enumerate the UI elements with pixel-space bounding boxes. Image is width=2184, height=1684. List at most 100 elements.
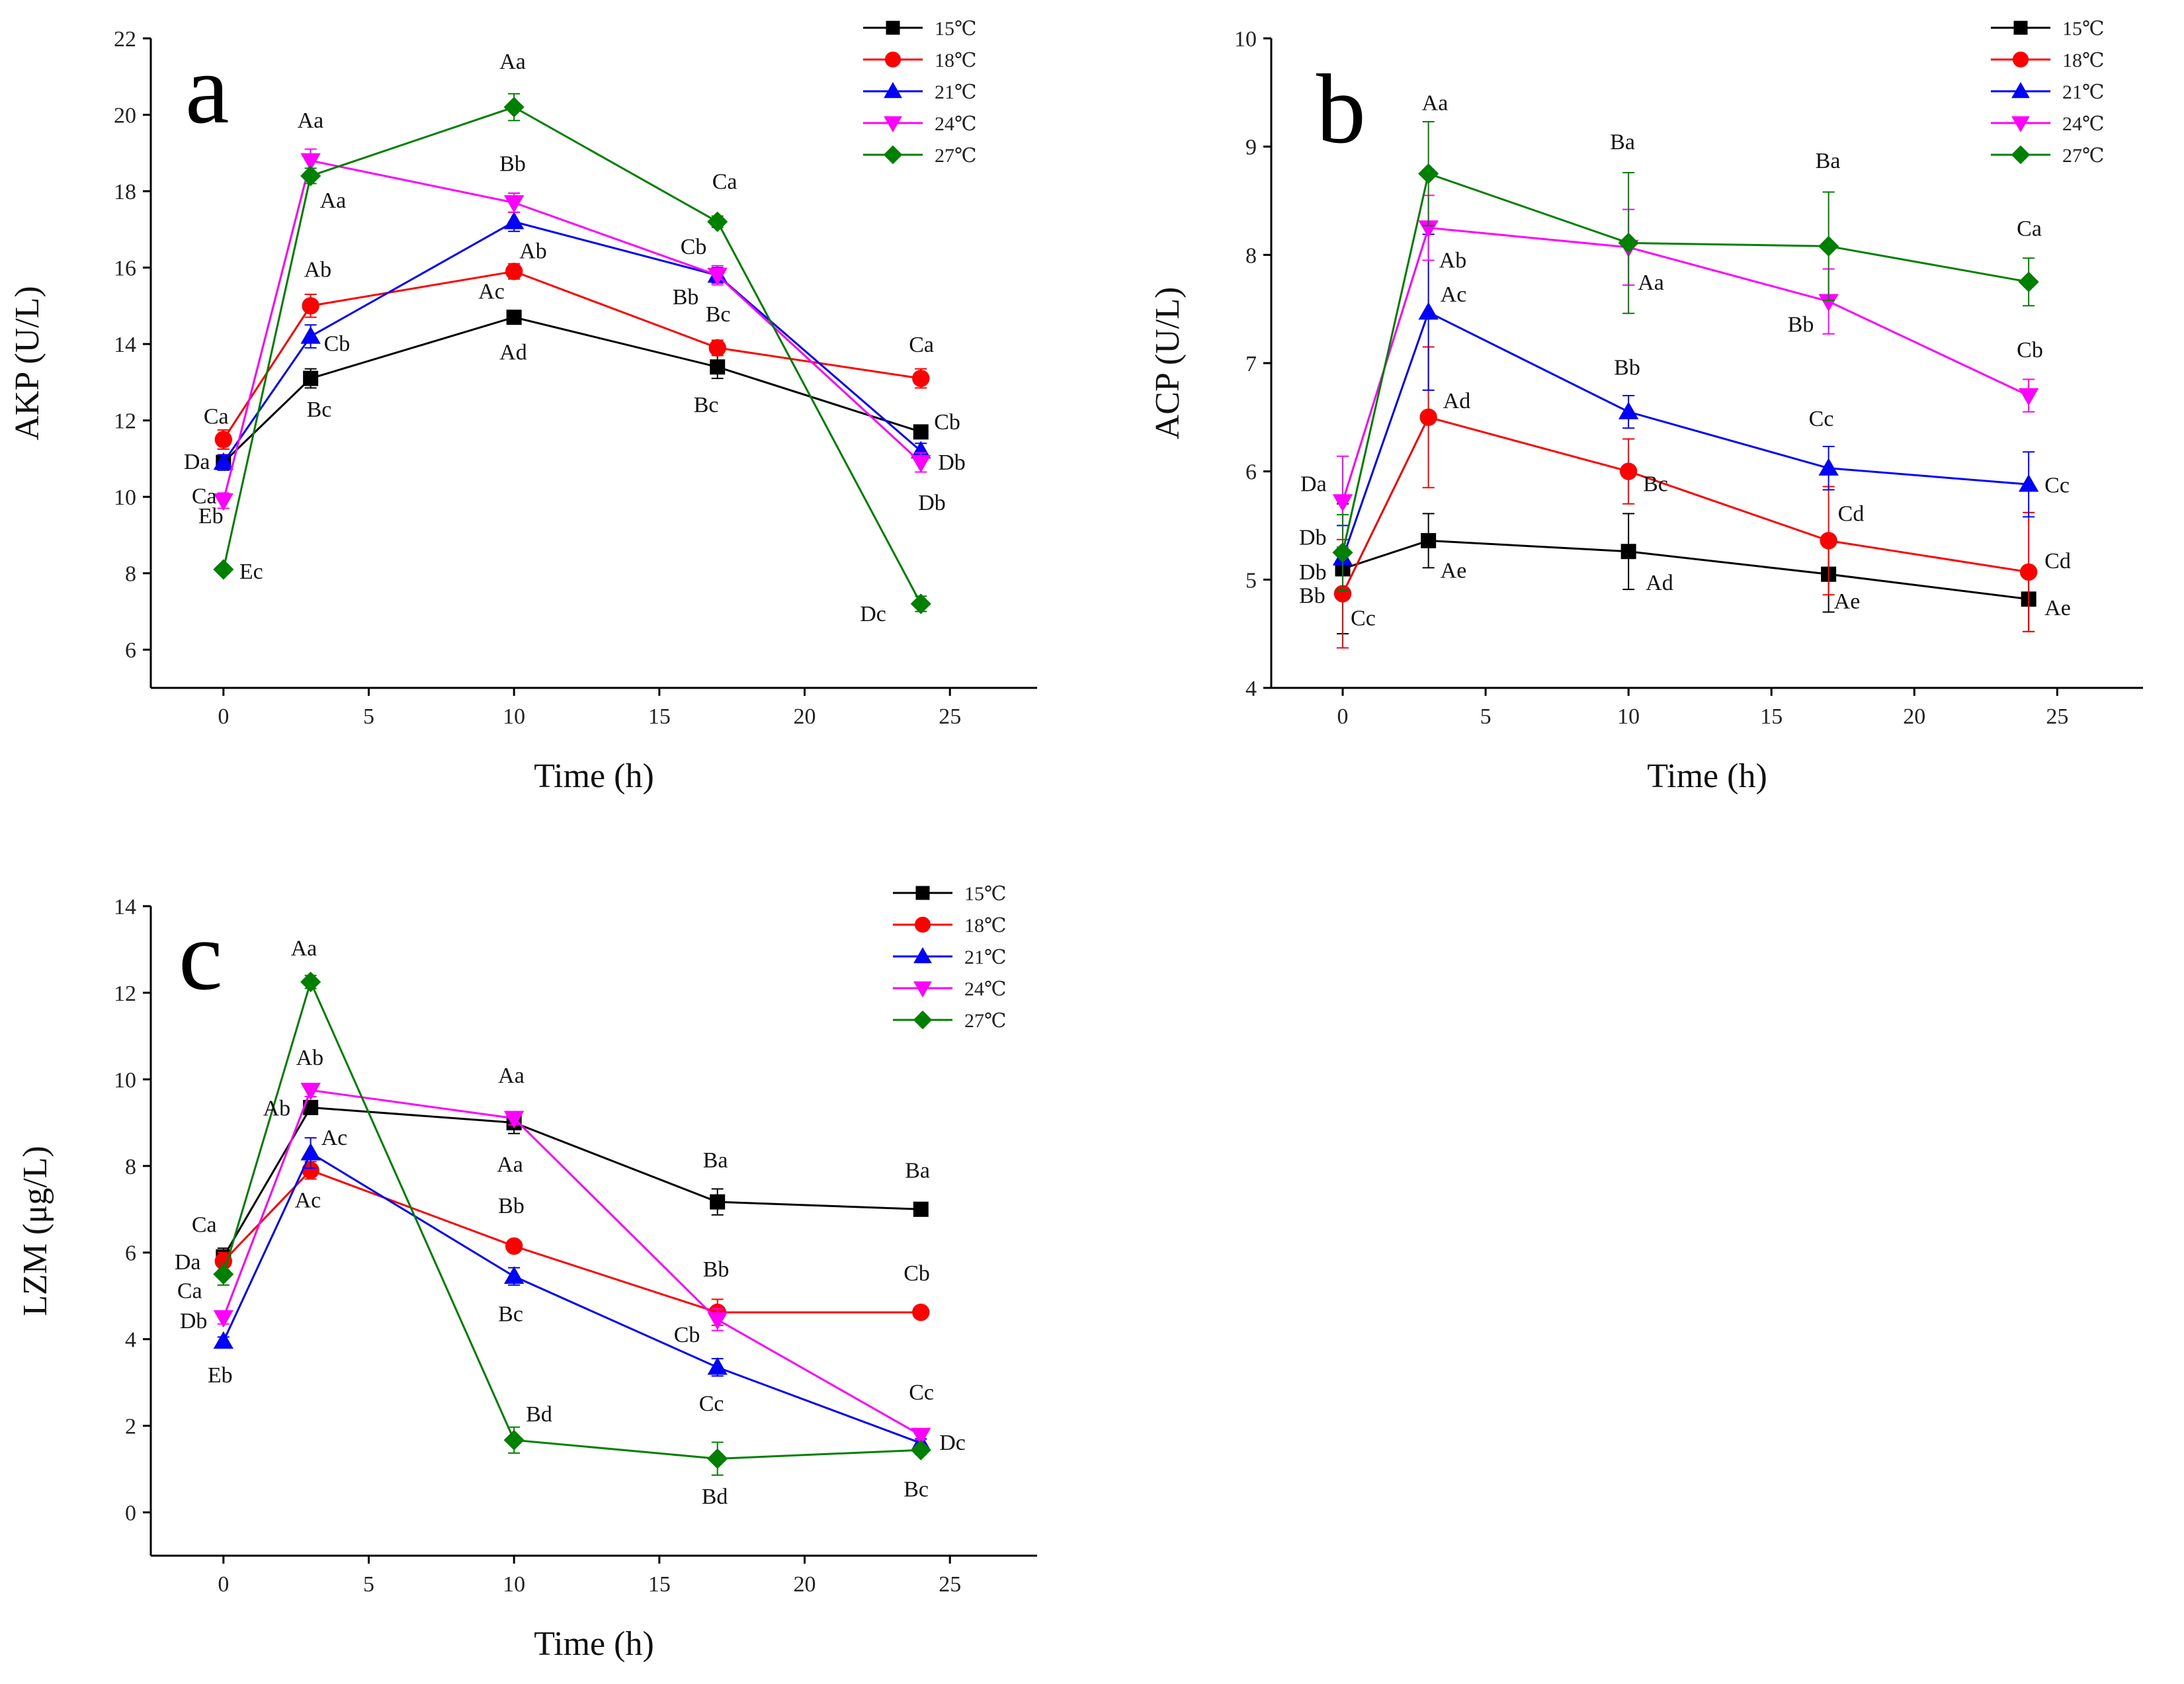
c-data-point: [913, 1201, 929, 1217]
b-data-point: [1620, 462, 1638, 480]
b-data-point: [1618, 401, 1639, 419]
a-x-tick-label: 20: [794, 704, 816, 729]
a-significance-label: Ca: [192, 484, 217, 509]
a-y-tick-label: 22: [114, 27, 136, 52]
c-x-tick-label: 5: [363, 1572, 374, 1597]
c-y-tick-label: 12: [114, 982, 136, 1006]
c-significance-label: Ca: [177, 1279, 202, 1303]
a-legend-label: 24℃: [935, 113, 977, 135]
c-data-point: [707, 1357, 728, 1375]
a-legend-label: 15℃: [935, 18, 977, 40]
c-x-tick-label: 20: [794, 1572, 816, 1597]
b-significance-label: Db: [1299, 560, 1327, 585]
c-significance-label: Bd: [526, 1402, 552, 1427]
b-x-tick-label: 10: [1617, 704, 1640, 729]
a-significance-label: Cb: [681, 235, 707, 259]
b-y-tick-label: 9: [1245, 136, 1257, 160]
c-x-tick-label: 10: [503, 1572, 525, 1597]
b-significance-label: Cc: [1351, 607, 1376, 631]
b-significance-label: Ba: [1816, 149, 1841, 173]
c-data-point: [504, 1266, 525, 1284]
a-data-point: [911, 454, 931, 473]
c-legend: 15℃ 18℃ 21℃ 24℃ 27℃: [893, 883, 1007, 1032]
a-data-point: [300, 165, 321, 187]
b-significance-label: Ac: [1441, 282, 1467, 307]
b-data-point: [1421, 532, 1437, 548]
a-significance-label: Bc: [694, 393, 719, 417]
c-significance-label: Bb: [498, 1194, 525, 1218]
b-x-tick-label: 5: [1480, 704, 1491, 729]
a-significance-label: Aa: [499, 50, 526, 74]
a-series-3: [213, 148, 931, 511]
panel-b-acp-chart: 4 5 6 7 8 9 10 0 5 10 15 20 25 Time (h) ACP (U/L) b Da Db…: [1149, 18, 2143, 795]
c-significance-label: Cb: [674, 1323, 700, 1347]
a-data-point: [300, 326, 321, 344]
a-x-tick-label: 5: [363, 704, 374, 729]
b-data-point: [2018, 474, 2039, 492]
a-significance-label: Bc: [706, 302, 731, 327]
a-data-point: [912, 369, 930, 388]
c-significance-label: Da: [175, 1250, 201, 1275]
b-significance-label: Cc: [1809, 407, 1834, 431]
b-significance-label: Ab: [1439, 248, 1467, 273]
c-significance-label: Aa: [291, 937, 317, 961]
c-legend-marker: [915, 917, 931, 933]
c-y-tick-label: 2: [125, 1415, 136, 1439]
b-data-point: [1618, 232, 1639, 253]
c-data-point: [504, 1111, 525, 1129]
c-data-point: [710, 1194, 726, 1210]
b-significance-label: Bb: [1299, 584, 1325, 609]
b-data-point: [2019, 563, 2038, 581]
b-y-tick-label: 6: [1245, 460, 1257, 485]
b-significance-label: Ae: [2044, 596, 2071, 620]
b-x-tick-label: 15: [1760, 704, 1783, 729]
c-legend-marker: [915, 886, 930, 900]
a-x-tick-label: 0: [218, 704, 229, 729]
c-x-tick-label: 25: [939, 1572, 961, 1597]
c-data-point: [213, 1263, 234, 1285]
c-significance-label: Bc: [498, 1302, 523, 1327]
c-series-4: [213, 972, 931, 1476]
b-data-point: [1418, 163, 1439, 185]
b-x-tick-label: 20: [1903, 704, 1925, 729]
a-data-point: [910, 593, 931, 614]
c-y-axis-title: LZM (μg/L): [17, 1146, 54, 1316]
b-significance-label: Ae: [1441, 558, 1467, 583]
c-significance-label: Bd: [702, 1484, 728, 1509]
c-data-point: [707, 1312, 728, 1330]
b-significance-label: Ba: [1610, 130, 1635, 154]
a-x-tick-label: 15: [648, 704, 671, 729]
a-y-tick-label: 8: [125, 562, 136, 587]
b-data-point: [1419, 408, 1437, 426]
c-significance-label: Ab: [263, 1096, 291, 1120]
b-legend-marker: [2011, 145, 2031, 165]
b-y-tick-label: 4: [1245, 677, 1257, 701]
b-significance-label: Ae: [1834, 589, 1861, 614]
c-significance-label: Dc: [939, 1431, 966, 1455]
c-significance-label: Eb: [208, 1363, 233, 1388]
a-significance-label: Ca: [909, 333, 934, 357]
a-legend-marker: [885, 52, 901, 67]
c-data-point: [910, 1439, 931, 1460]
a-significance-label: Da: [184, 450, 210, 474]
a-significance-label: Ca: [712, 169, 737, 194]
a-data-point: [303, 370, 319, 386]
c-significance-label: Ba: [703, 1148, 728, 1173]
b-data-point: [1620, 544, 1636, 560]
b-data-point: [1818, 458, 1839, 476]
c-legend-marker: [913, 981, 932, 998]
b-x-axis-title: Time (h): [1647, 757, 1767, 795]
b-significance-label: Aa: [1638, 271, 1664, 295]
b-significance-label: Bb: [1788, 313, 1814, 337]
a-x-axis-title: Time (h): [534, 757, 654, 795]
a-legend: 15℃ 18℃ 21℃ 24℃ 27℃: [863, 18, 977, 167]
c-data-point: [912, 1303, 930, 1322]
a-data-point: [213, 493, 233, 511]
b-legend-label: 18℃: [2062, 50, 2105, 71]
c-y-tick-label: 8: [125, 1155, 136, 1179]
c-significance-label: Ac: [321, 1126, 348, 1150]
a-significance-label: Cb: [324, 332, 351, 357]
b-series-1: [1333, 346, 2038, 649]
a-panel-letter: a: [185, 34, 230, 144]
